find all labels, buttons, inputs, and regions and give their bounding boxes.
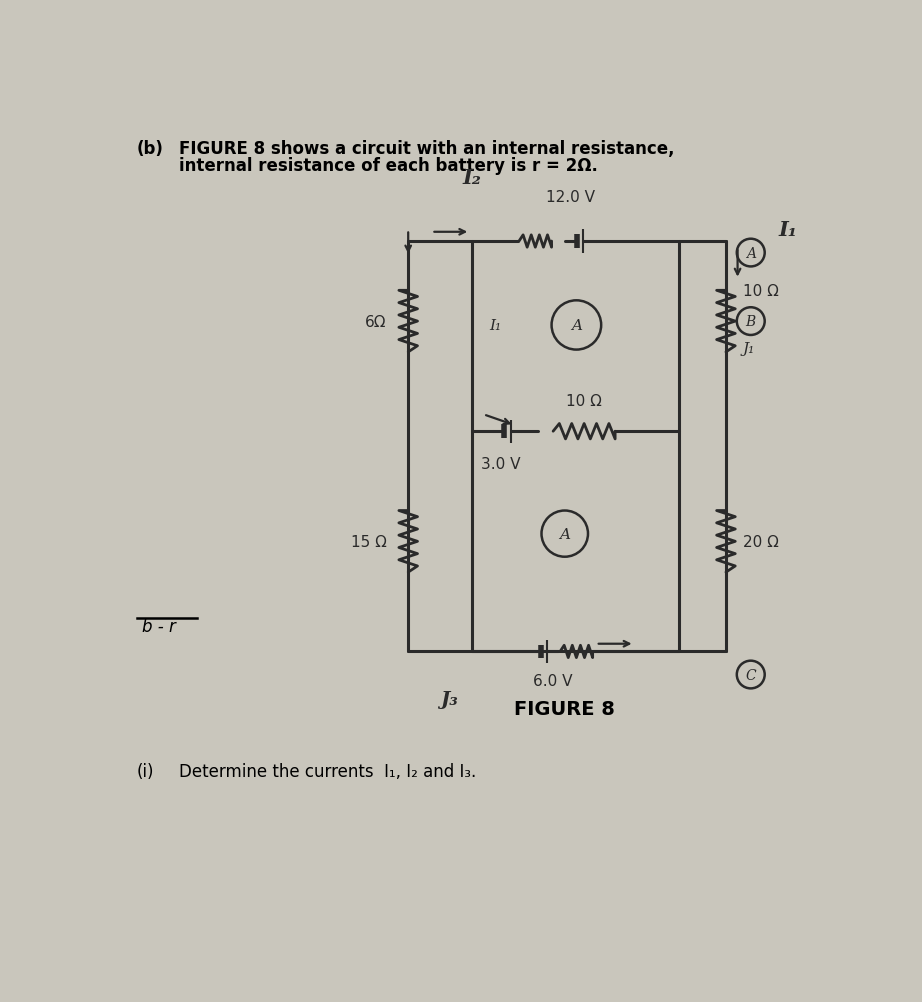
Text: B: B xyxy=(746,315,756,329)
Text: A: A xyxy=(571,319,582,333)
Text: 10 Ω: 10 Ω xyxy=(566,394,602,409)
Text: J₁: J₁ xyxy=(743,342,755,356)
Text: 10 Ω: 10 Ω xyxy=(743,284,779,299)
Text: Determine the currents  I₁, I₂ and I₃.: Determine the currents I₁, I₂ and I₃. xyxy=(179,763,476,781)
Text: FIGURE 8 shows a circuit with an internal resistance,: FIGURE 8 shows a circuit with an interna… xyxy=(179,139,674,157)
Text: 20 Ω: 20 Ω xyxy=(743,534,779,549)
Text: A: A xyxy=(746,246,756,261)
Text: 15 Ω: 15 Ω xyxy=(350,534,386,549)
Text: 6.0 V: 6.0 V xyxy=(533,673,573,688)
Text: I₁: I₁ xyxy=(779,220,798,240)
Text: C: C xyxy=(746,668,756,681)
Text: I₁: I₁ xyxy=(489,319,501,333)
Text: b - r: b - r xyxy=(142,617,176,635)
Text: (b): (b) xyxy=(137,139,164,157)
Text: 12.0 V: 12.0 V xyxy=(547,189,596,204)
Text: A: A xyxy=(560,527,570,541)
Text: I₂: I₂ xyxy=(462,168,481,188)
Text: FIGURE 8: FIGURE 8 xyxy=(514,699,615,718)
Text: 3.0 V: 3.0 V xyxy=(481,456,521,471)
Text: internal resistance of each battery is r = 2Ω.: internal resistance of each battery is r… xyxy=(179,156,597,174)
Text: J₃: J₃ xyxy=(440,690,458,708)
Text: 6Ω: 6Ω xyxy=(365,315,386,330)
Text: (i): (i) xyxy=(137,763,155,781)
